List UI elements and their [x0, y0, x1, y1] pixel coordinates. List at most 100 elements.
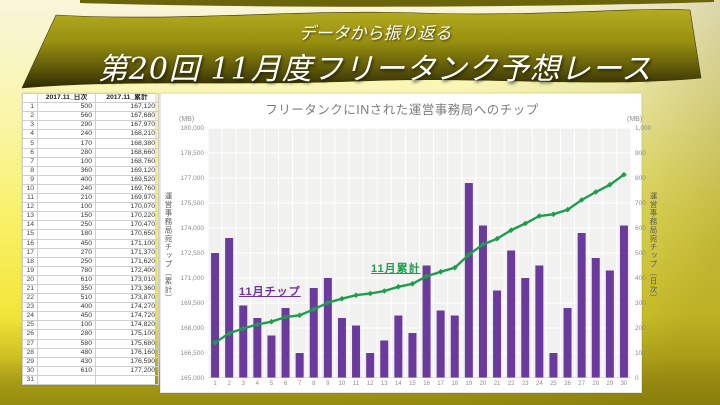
table-row: 20 610 173,010 — [22, 274, 159, 285]
bar — [507, 250, 516, 378]
line-marker — [325, 299, 331, 306]
banner-title: 第20回 11月度フリータンク予想レース — [97, 52, 653, 87]
x-axis-tick-label: 6 — [283, 381, 288, 387]
row-number-cell: 23 — [22, 302, 38, 313]
table-row: 28 480 176,160 — [22, 347, 159, 358]
daily-value-cell: 290 — [37, 120, 96, 131]
table-row: 29 430 176,590 — [22, 356, 159, 367]
bar — [366, 353, 375, 378]
cumulative-value-cell: 168,760 — [95, 156, 159, 167]
table-row: 14 250 170,470 — [22, 220, 159, 231]
left-axis-tick-label: 174,000 — [180, 224, 205, 232]
left-axis-tick-label: 178,500 — [180, 149, 205, 157]
cumulative-value-cell: 170,070 — [95, 202, 159, 213]
table-row: 27 580 175,680 — [22, 338, 159, 349]
row-number-cell: 12 — [22, 202, 38, 213]
bar — [605, 270, 614, 378]
x-axis-tick-label: 14 — [395, 381, 402, 387]
daily-value-cell: 610 — [37, 365, 96, 376]
x-axis-tick-label: 16 — [423, 381, 430, 387]
line-marker — [353, 292, 359, 298]
daily-value-cell: 400 — [37, 302, 96, 313]
line-marker — [240, 325, 246, 332]
row-number-cell: 8 — [22, 165, 38, 176]
daily-value-cell: 480 — [37, 347, 96, 358]
row-number-cell: 31 — [22, 374, 38, 386]
cumulative-value-cell: 169,520 — [95, 174, 159, 185]
line-marker — [423, 273, 430, 280]
cumulative-value-cell: 171,100 — [95, 238, 159, 249]
daily-value-cell: 240 — [37, 129, 96, 140]
row-number-cell: 28 — [22, 347, 38, 358]
daily-value-cell: 280 — [37, 147, 96, 158]
daily-value-cell: 610 — [37, 274, 96, 285]
cumulative-value-cell: 174,720 — [95, 311, 159, 322]
table-row: 25 100 174,820 — [22, 320, 159, 331]
row-number-cell: 19 — [22, 265, 38, 276]
x-axis-tick-label: 3 — [241, 381, 245, 387]
cumulative-value-cell: 175,100 — [95, 329, 159, 340]
data-table-panel: 2017.11_日次 2017.11_累計 1 500 167,120 2 560 167… — [22, 92, 159, 386]
cumulative-value-cell: 174,270 — [95, 302, 159, 313]
cumulative-value-cell: 167,970 — [95, 120, 159, 131]
banner-top-strip — [80, 0, 714, 7]
row-number-cell: 26 — [22, 329, 38, 340]
cumulative-value-cell: 167,680 — [95, 111, 159, 122]
banner-ribbon-graphic — [21, 0, 714, 89]
row-number-cell: 6 — [22, 147, 38, 158]
line-marker — [621, 171, 627, 178]
row-number-cell: 11 — [22, 193, 38, 204]
plot-area — [207, 127, 632, 379]
right-axis-tick-label: 200 — [635, 324, 646, 332]
x-axis-tick-label: 21 — [493, 381, 501, 387]
bar — [549, 353, 558, 378]
daily-value-cell: 360 — [37, 165, 96, 176]
bar — [352, 325, 361, 378]
cumulative-value-cell: 175,680 — [95, 338, 159, 349]
line-marker — [226, 330, 232, 337]
left-axis-tick-label: 165,000 — [180, 374, 205, 382]
cumulative-value-cell: 173,360 — [95, 283, 159, 295]
right-axis-tick-label: 100 — [635, 349, 646, 357]
x-axis-tick-label: 8 — [312, 381, 316, 387]
daily-value-cell: 100 — [37, 320, 96, 331]
right-axis-unit: (MB) — [627, 116, 643, 123]
line-marker — [592, 189, 599, 195]
line-marker — [607, 182, 613, 188]
bar — [591, 258, 600, 378]
line-marker — [451, 264, 458, 271]
daily-value-cell: 450 — [37, 311, 96, 322]
daily-value-cell: 280 — [37, 329, 96, 340]
right-axis-tick-label: 600 — [635, 224, 646, 232]
table-row: 7 100 168,760 — [22, 156, 159, 167]
bar — [295, 353, 304, 378]
daily-value-cell: 210 — [37, 193, 96, 204]
x-axis-tick-label: 30 — [620, 381, 628, 387]
row-number-cell: 27 — [22, 338, 38, 349]
daily-value-cell: 270 — [37, 247, 96, 258]
bar — [267, 335, 276, 378]
row-number-cell: 24 — [22, 311, 38, 322]
left-axis-tick-label: 180,000 — [180, 124, 205, 132]
daily-value-cell: 430 — [37, 356, 96, 367]
row-number-cell: 29 — [22, 356, 38, 367]
right-axis-title: 運営事務局宛チップ（日次） — [649, 192, 658, 303]
x-axis-tick-label: 1 — [213, 381, 217, 387]
line-marker — [480, 241, 486, 248]
row-number-cell: 4 — [22, 129, 38, 140]
line-series — [214, 173, 625, 344]
bar — [450, 315, 459, 378]
bar — [253, 318, 262, 378]
cumulative-value-cell: 167,120 — [95, 102, 159, 113]
line-marker — [212, 339, 218, 346]
x-axis-tick-label: 28 — [592, 381, 600, 387]
right-axis-tick-label: 1,000 — [635, 124, 652, 132]
cumulative-value-cell: 171,620 — [95, 256, 159, 267]
line-marker — [466, 251, 472, 258]
daily-value-cell: 560 — [37, 111, 96, 122]
x-axis-tick-label: 25 — [550, 381, 557, 387]
line-marker — [254, 321, 261, 328]
table-row: 5 170 168,380 — [22, 138, 159, 149]
left-axis-tick-label: 177,000 — [180, 174, 205, 182]
row-number-cell: 20 — [22, 274, 38, 285]
